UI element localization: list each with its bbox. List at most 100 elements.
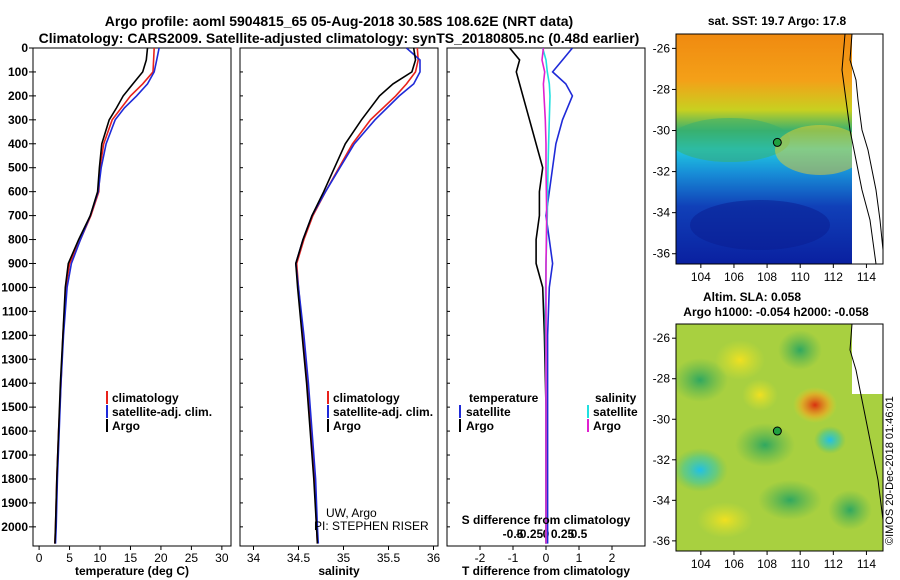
y-tick-label: 600 [8,185,28,199]
difference-lines [509,48,574,544]
figure-title-line1: Argo profile: aoml 5904815_65 05-Aug-201… [105,13,573,29]
map-x-tick-label: 112 [824,270,843,284]
sst-warm-patch [775,125,865,175]
sla-blob [828,490,872,530]
legend-label-t-argo: Argo [466,419,494,433]
y-tick-label: 1400 [1,376,28,390]
y-tick-label: 1900 [1,496,28,510]
legend-title-temperature: temperature [469,391,539,405]
y-tick-label: 1200 [1,328,28,342]
temperature-panel-frame [32,47,232,547]
y-tick-label: 100 [8,65,28,79]
sla-blob [742,379,778,411]
y-tick-label: 1100 [2,304,28,318]
sla-map-frame [675,323,884,552]
map-x-tick-label: 108 [757,270,777,284]
x-tick-label: 15 [124,551,138,565]
y-tick-label: 200 [8,89,28,103]
legend-label-climatology: climatology [112,391,179,405]
y-tick-label: 2000 [1,520,28,534]
x2-tick-label: -0.25 [516,527,544,541]
x-tick-label: -2 [475,551,486,565]
map-x-tick-label: 114 [857,557,876,571]
y-tick-label: 1300 [1,352,28,366]
legend-label-argo: Argo [112,419,140,433]
y-tick-label: 0 [21,41,28,55]
map-y-tick-label: -36 [653,247,671,261]
map-y-tick-label: -28 [653,82,671,96]
map-x-tick-label: 108 [757,557,777,571]
x-tick-label: 1 [576,551,583,565]
map-x-tick-label: 106 [724,557,744,571]
land-mass [852,324,883,394]
sla-blob [778,330,822,370]
x-tick-label: 35.5 [377,551,401,565]
sla-map-subtitle: Argo h1000: -0.054 h2000: -0.058 [683,305,869,319]
x-tick-label: 10 [93,551,107,565]
salinity-panel-frame [239,47,439,547]
sla-blob [697,502,753,538]
legend-label-climatology: climatology [333,391,400,405]
x2-tick-label: 0.5 [571,527,588,541]
map-x-tick-label: 104 [691,557,711,571]
series-line [545,48,574,544]
x-tick-label: 0 [543,551,550,565]
sst-blue-patch [690,200,830,250]
salinity-xlabel: salinity [318,564,360,578]
y-tick-label: 1800 [1,472,28,486]
sla-map-title: Altim. SLA: 0.058 [703,290,801,304]
argo-float-marker [772,426,782,436]
difference-legend-temperature: temperature satellite Argo [459,391,539,433]
salinity-lines [294,48,421,544]
y-tick-label: 1000 [1,280,28,294]
map-y-tick-label: -32 [653,165,671,179]
series-line [541,48,548,544]
sst-map-title: sat. SST: 19.7 Argo: 17.8 [708,14,847,28]
difference-xlabel: T difference from climatology [462,564,630,578]
map-y-tick-label: -30 [653,412,671,426]
y-tick-label: 700 [8,209,28,223]
sst-map-frame [675,33,884,265]
x-tick-label: 0 [36,551,43,565]
legend-label-t-satellite: satellite [466,405,511,419]
y-tick-label: 400 [8,137,28,151]
x-tick-label: 25 [185,551,199,565]
sla-blob [735,423,795,467]
map-y-tick-label: -30 [653,124,671,138]
x-tick-label: 5 [66,551,73,565]
y-tick-label: 1500 [1,400,28,414]
map-x-tick-label: 110 [791,557,810,571]
map-y-tick-label: -26 [653,331,671,345]
map-x-tick-label: 104 [691,270,711,284]
sst-cool-patch [676,118,790,162]
sla-blob [814,426,846,454]
map-y-tick-label: -32 [653,453,671,467]
y-tick-label: 500 [8,161,28,175]
sla-blob [676,448,728,492]
x-tick-label: 20 [154,551,168,565]
x-tick-label: 34.5 [287,551,311,565]
y-tick-label: 1700 [1,448,28,462]
y-tick-label: 1600 [1,424,28,438]
legend-title-salinity: salinity [595,391,637,405]
map-y-tick-label: -34 [653,206,671,220]
x2-tick-label: 0.25 [551,527,575,541]
s-difference-xlabel: S difference from climatology [462,513,631,527]
salinity-legend: climatology satellite-adj. clim. Argo [327,391,433,433]
map-x-tick-label: 112 [824,557,843,571]
argo-float-marker [772,137,782,147]
figure-title-line2: Climatology: CARS2009. Satellite-adjuste… [39,30,640,46]
sla-blob [793,387,837,423]
coastline [849,34,883,251]
y-tick-label: 300 [8,113,28,127]
legend-label-satellite: satellite-adj. clim. [333,405,433,419]
series-line [54,48,149,544]
sla-blob [758,480,822,520]
pi-annotation-line1: UW, Argo [326,506,377,520]
temperature-legend: climatology satellite-adj. clim. Argo [106,391,212,433]
y-tick-label: 900 [8,256,28,270]
legend-label-s-argo: Argo [593,419,621,433]
map-x-tick-label: 106 [724,270,744,284]
y-tick-label: 800 [8,233,28,247]
legend-label-satellite: satellite-adj. clim. [112,405,212,419]
